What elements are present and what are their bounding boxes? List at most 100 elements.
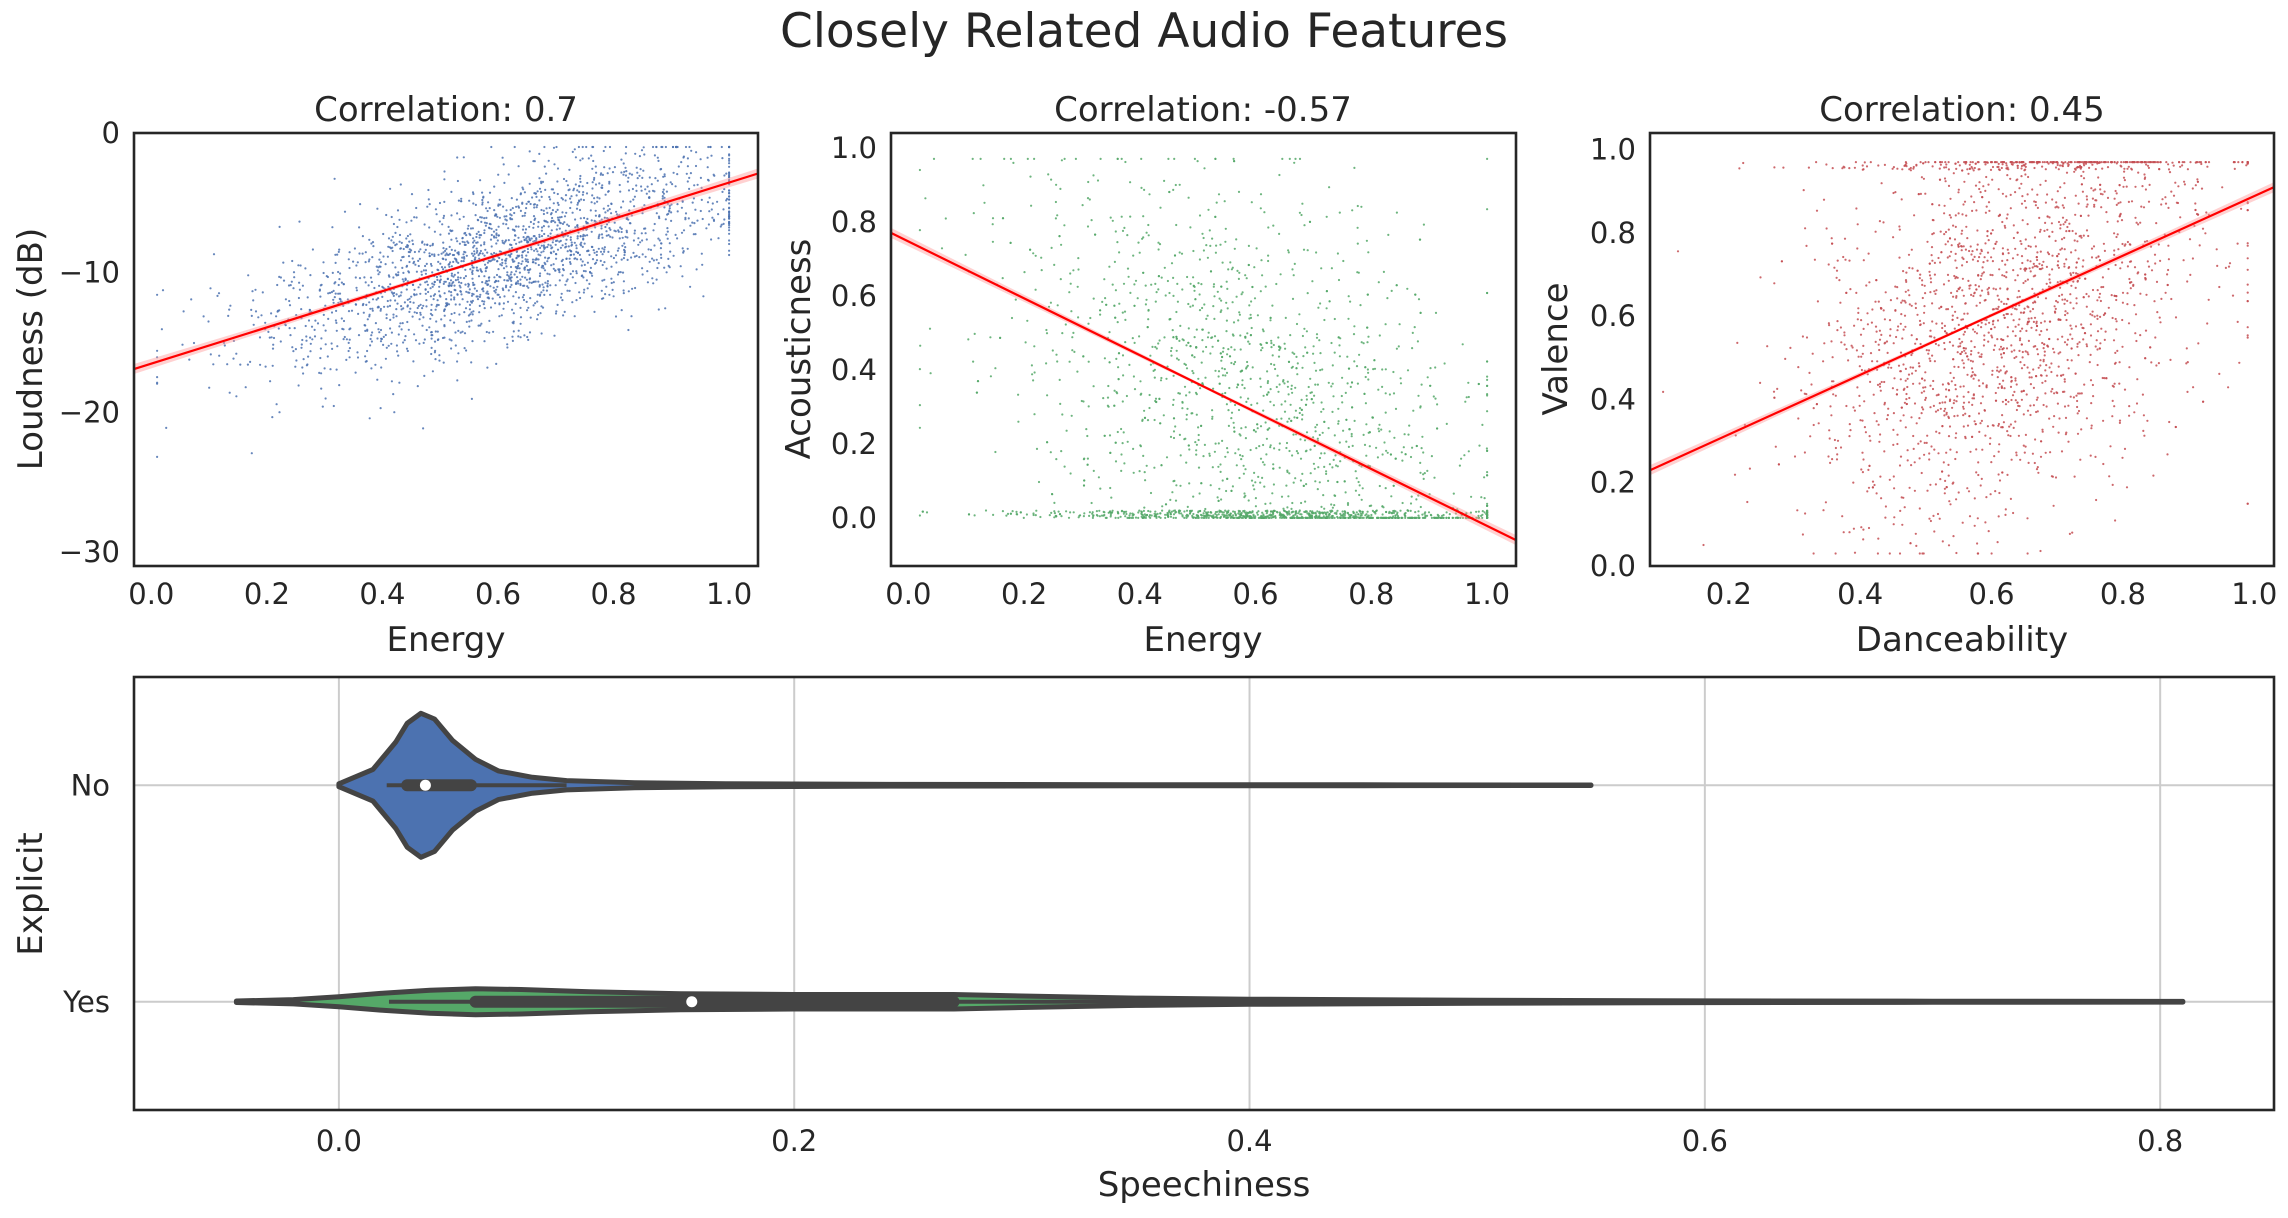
scatter-point [614,315,618,318]
scatter-point [1303,224,1306,227]
scatter-point [1435,516,1438,520]
scatter-point [1026,319,1029,322]
scatter-point [1245,400,1248,403]
scatter-point [521,251,524,254]
scatter-point [437,303,440,307]
scatter-point [1138,509,1141,512]
scatter-point [1486,474,1489,477]
scatter-point [1429,367,1432,370]
scatter-point [1279,273,1282,276]
scatter-point [972,212,975,215]
scatter-point [664,307,667,310]
scatter-point [368,301,371,304]
scatter-point [270,312,273,315]
scatter-point [571,270,575,273]
scatter-point [929,372,932,375]
scatter-point [448,265,451,268]
scatter-point [475,247,478,250]
scatter-point [1997,298,2001,301]
scatter-point [304,324,307,328]
scatter-point [1175,349,1178,352]
scatter-point [540,251,543,254]
scatter-point [452,260,455,263]
scatter-point [1239,396,1242,399]
scatter-point [533,206,536,209]
scatter-point [1426,376,1429,379]
scatter-point [458,284,461,287]
scatter-point [728,171,731,174]
scatter-point [1263,463,1266,466]
scatter-point [2112,385,2115,388]
scatter-point [1221,355,1224,359]
scatter-point [1351,444,1354,447]
scatter-point [476,298,480,301]
scatter-point [554,312,558,315]
scatter-point [471,281,475,284]
scatter-point [1410,495,1413,498]
scatter-point [1195,453,1198,456]
scatter-point [620,206,623,209]
scatter-point [1086,225,1090,228]
scatter-point [1318,339,1321,342]
scatter-point [2051,198,2054,201]
scatter-point [1249,515,1252,518]
scatter-point [428,226,431,229]
scatter-point [431,282,434,285]
scatter-point [387,285,390,288]
scatter-point [1168,291,1171,295]
scatter-point [608,180,611,183]
scatter-point [463,241,466,244]
scatter-point [450,265,453,268]
scatter-point [457,329,460,332]
scatter-point [488,207,491,210]
scatter-point [1337,420,1340,423]
scatter-point [617,229,620,232]
scatter-point [1017,420,1020,423]
scatter-point [600,233,604,236]
scatter-point [1160,276,1163,279]
scatter-point [1314,369,1318,372]
scatter-point [1796,509,1799,512]
scatter-point [429,262,433,266]
scatter-point [582,276,585,279]
scatter-point [1091,511,1094,514]
scatter-point [1109,486,1112,490]
scatter-point [1286,385,1289,388]
scatter-point [506,273,509,277]
scatter-point [1293,352,1296,355]
scatter-point [156,455,159,458]
scatter-point [1477,514,1480,518]
scatter-point [699,176,703,179]
scatter-point [526,309,529,312]
scatter-point [1015,510,1018,513]
scatter-point [1064,323,1067,326]
scatter-point [1341,401,1344,404]
scatter-point [598,197,601,200]
scatter-point [1268,427,1271,430]
scatter-point [1461,516,1465,520]
scatter-point [1108,265,1111,268]
scatter-point [1319,352,1322,355]
scatter-point [472,202,475,205]
scatter-point [1149,510,1152,513]
scatter-point [334,292,337,295]
scatter-point [284,298,287,301]
scatter-point [609,235,612,238]
scatter-point [647,248,650,251]
scatter-point [2044,369,2047,372]
scatter-point [313,328,316,331]
figure-title: Closely Related Audio Features [780,4,1508,59]
scatter-point [1242,464,1245,467]
scatter-point [374,363,377,366]
scatter-point [269,380,272,383]
scatter-point [431,370,434,373]
scatter-point [1358,493,1361,497]
scatter-point [596,196,599,199]
scatter-point [602,207,605,210]
scatter-point [525,239,528,242]
scatter-point [1346,355,1349,358]
scatter-point [453,296,456,299]
scatter-point [642,169,645,172]
scatter-point [541,306,545,309]
scatter-point [1419,505,1422,509]
